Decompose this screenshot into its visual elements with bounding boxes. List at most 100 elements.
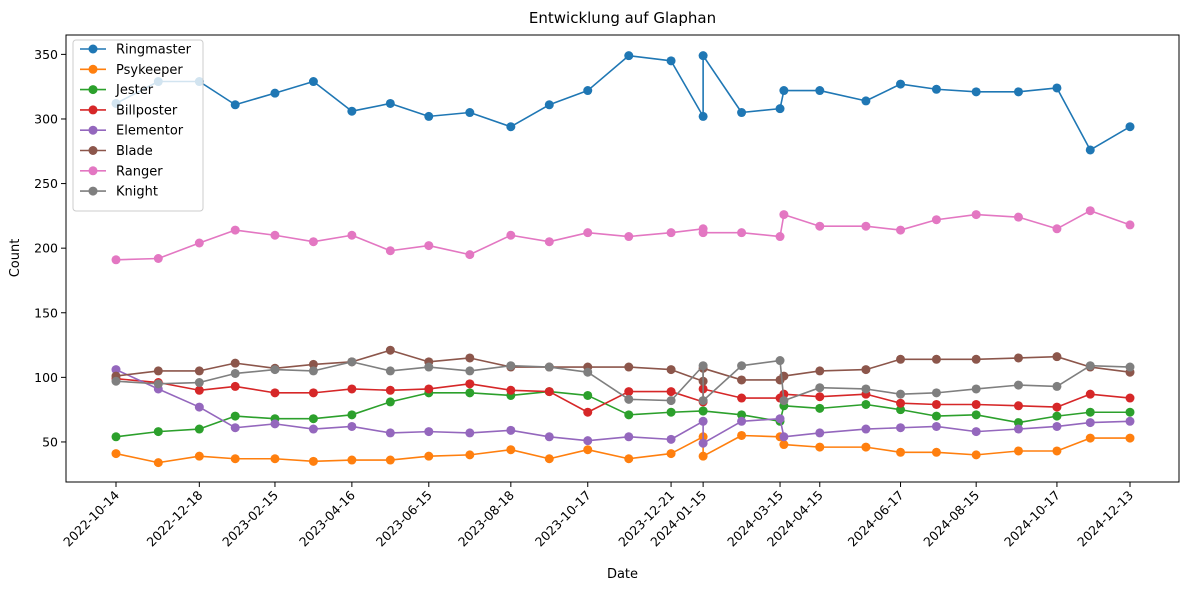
series-ranger <box>111 206 1135 265</box>
data-point <box>194 402 204 412</box>
legend-item: Psykeeper <box>80 63 183 78</box>
data-point <box>1013 446 1023 456</box>
data-point <box>666 407 676 417</box>
data-point <box>624 410 634 420</box>
data-point <box>815 221 825 231</box>
data-point <box>1085 418 1095 428</box>
x-tick-label: 2024-10-17 <box>1001 488 1063 550</box>
data-point <box>385 98 395 108</box>
series-jester <box>111 387 1135 442</box>
data-point <box>896 423 906 433</box>
data-point <box>194 366 204 376</box>
data-point <box>465 250 475 260</box>
data-point <box>737 108 747 118</box>
data-point <box>971 410 981 420</box>
data-point <box>1085 361 1095 371</box>
data-point <box>624 394 634 404</box>
legend-label: Ringmaster <box>116 43 192 58</box>
plot-lines <box>111 51 1135 468</box>
data-point <box>270 388 280 398</box>
data-point <box>544 362 554 372</box>
y-tick-label: 200 <box>34 241 58 256</box>
data-point <box>583 436 593 446</box>
data-point <box>111 376 121 386</box>
data-point <box>465 379 475 389</box>
data-point <box>270 454 280 464</box>
data-point <box>624 454 634 464</box>
data-point <box>861 365 871 375</box>
series-psykeeper <box>111 430 1135 468</box>
data-point <box>931 411 941 421</box>
data-point <box>308 414 318 424</box>
data-point <box>1125 433 1135 443</box>
data-point <box>308 456 318 466</box>
data-point <box>971 210 981 220</box>
legend-marker <box>88 44 98 54</box>
legend-label: Knight <box>116 185 158 200</box>
data-point <box>698 361 708 371</box>
data-point <box>779 86 789 96</box>
data-point <box>308 388 318 398</box>
legend-label: Psykeeper <box>116 63 183 78</box>
legend-item: Ringmaster <box>80 43 192 58</box>
data-point <box>347 357 357 367</box>
data-point <box>1085 433 1095 443</box>
data-point <box>194 378 204 388</box>
data-point <box>666 387 676 397</box>
data-point <box>385 345 395 355</box>
data-point <box>737 416 747 426</box>
series-blade <box>111 345 1135 386</box>
x-tick-label: 2023-02-15 <box>219 488 281 550</box>
data-point <box>971 87 981 97</box>
data-point <box>698 228 708 238</box>
data-point <box>347 421 357 431</box>
data-point <box>896 398 906 408</box>
data-point <box>544 100 554 110</box>
data-point <box>465 366 475 376</box>
data-point <box>624 362 634 372</box>
data-point <box>506 425 516 435</box>
data-point <box>779 396 789 406</box>
data-point <box>465 108 475 118</box>
data-point <box>308 77 318 87</box>
data-point <box>896 354 906 364</box>
y-tick-label: 300 <box>34 111 58 126</box>
data-point <box>666 396 676 406</box>
data-point <box>815 383 825 393</box>
data-point <box>1125 220 1135 230</box>
data-point <box>815 392 825 402</box>
data-point <box>111 255 121 265</box>
legend-box <box>72 39 204 212</box>
data-point <box>666 228 676 238</box>
data-point <box>424 362 434 372</box>
data-point <box>583 390 593 400</box>
data-point <box>111 432 121 442</box>
data-point <box>424 451 434 461</box>
data-point <box>1013 353 1023 363</box>
data-point <box>861 96 871 106</box>
data-point <box>896 405 906 415</box>
data-point <box>194 424 204 434</box>
x-axis-title: Date <box>607 567 638 582</box>
data-point <box>698 416 708 426</box>
data-point <box>583 407 593 417</box>
data-point <box>506 445 516 455</box>
data-point <box>896 79 906 89</box>
data-point <box>308 237 318 247</box>
data-point <box>815 86 825 96</box>
data-point <box>1013 87 1023 97</box>
data-point <box>861 442 871 452</box>
data-point <box>1013 418 1023 428</box>
data-point <box>308 424 318 434</box>
data-point <box>931 421 941 431</box>
chart-title: Entwicklung auf Glaphan <box>529 9 716 27</box>
data-point <box>775 104 785 114</box>
data-point <box>465 450 475 460</box>
data-point <box>1085 206 1095 216</box>
data-point <box>111 449 121 459</box>
data-point <box>1013 401 1023 411</box>
data-point <box>624 387 634 397</box>
data-point <box>385 246 395 256</box>
data-point <box>971 354 981 364</box>
